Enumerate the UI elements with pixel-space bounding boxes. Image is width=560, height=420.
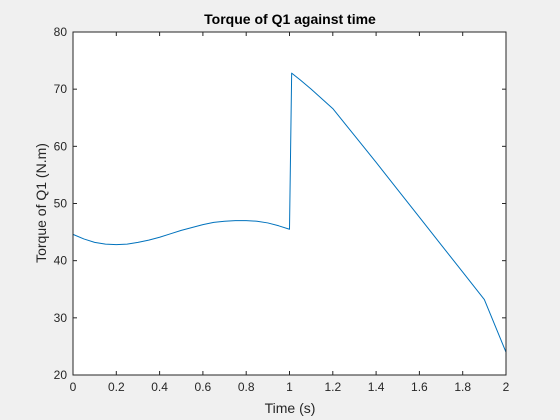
y-tick-label: 40 [54, 254, 68, 268]
chart-title: Torque of Q1 against time [204, 11, 376, 27]
x-tick-label: 0.8 [238, 380, 255, 394]
x-tick-label: 0.4 [151, 380, 168, 394]
x-tick-label: 1.8 [454, 380, 471, 394]
x-tick-label: 1.2 [324, 380, 341, 394]
x-tick-label: 0.2 [108, 380, 125, 394]
x-ticks: 0 0.2 0.4 0.6 0.8 1 1.2 1.4 1.6 1.8 2 [70, 32, 510, 394]
y-tick-label: 30 [54, 311, 68, 325]
y-tick-label: 60 [54, 139, 68, 153]
x-tick-label: 2 [503, 380, 510, 394]
y-tick-label: 20 [54, 368, 68, 382]
y-tick-label: 50 [54, 197, 68, 211]
series-line-0 [72, 72, 507, 353]
y-axis-label: Torque of Q1 (N.m) [33, 143, 49, 263]
series-layer [72, 72, 507, 353]
y-ticks: 20 30 40 50 60 70 80 [54, 25, 506, 382]
x-tick-label: 0 [70, 380, 77, 394]
x-tick-label: 1.6 [411, 380, 428, 394]
y-tick-label: 80 [54, 25, 68, 39]
x-axis-label: Time (s) [265, 400, 316, 416]
x-tick-label: 1.4 [368, 380, 385, 394]
x-tick-label: 0.6 [195, 380, 212, 394]
y-tick-label: 70 [54, 82, 68, 96]
x-tick-label: 1 [286, 380, 293, 394]
